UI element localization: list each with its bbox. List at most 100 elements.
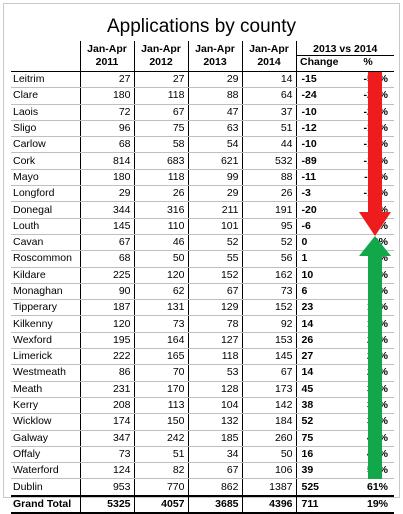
value-2014: 153 [242, 332, 297, 350]
county-name: Wexford [11, 332, 81, 350]
table-row: Westmeath867053671426% [11, 364, 395, 382]
header-period-2013: Jan-Apr [188, 41, 243, 56]
value-2012: 316 [134, 201, 189, 219]
table-row: Roscommon6850555612% [11, 250, 395, 268]
value-2014: 95 [242, 218, 297, 235]
applications-table: Jan-Apr Jan-Apr Jan-Apr Jan-Apr 2013 vs … [11, 41, 395, 514]
value-2012: 164 [134, 332, 189, 350]
value-2013: 47 [188, 104, 243, 121]
table-row: Kerry2081131041423837% [11, 397, 395, 415]
value-2014: 184 [242, 413, 297, 431]
value-2011: 96 [80, 120, 135, 138]
value-2011: 953 [80, 478, 135, 497]
table-row: Offaly735134501647% [11, 446, 395, 464]
grand-total-2013: 3685 [188, 494, 243, 514]
table-frame: Applications by county Jan-Apr Jan-Apr J… [3, 3, 400, 514]
table-row: Wexford1951641271532620% [11, 332, 395, 350]
value-2014: 26 [242, 185, 297, 203]
value-2011: 73 [80, 446, 135, 464]
value-2012: 118 [134, 87, 189, 105]
county-name: Donegal [11, 201, 81, 219]
value-2012: 131 [134, 299, 189, 317]
value-2014: 162 [242, 267, 297, 284]
change-value: 45 [296, 381, 342, 398]
value-2014: 142 [242, 397, 297, 415]
value-2013: 67 [188, 462, 243, 480]
value-2014: 52 [242, 234, 297, 252]
value-2013: 29 [188, 71, 243, 89]
value-2014: 260 [242, 430, 297, 447]
value-2013: 621 [188, 152, 243, 170]
value-2013: 54 [188, 136, 243, 154]
table-row: Kilkenny1207378921418% [11, 315, 395, 333]
value-2011: 90 [80, 283, 135, 301]
value-2012: 51 [134, 446, 189, 464]
header-period-2014: Jan-Apr [242, 41, 297, 56]
value-2013: 118 [188, 348, 243, 366]
value-2013: 129 [188, 299, 243, 317]
header-percent: % [342, 55, 395, 72]
value-2011: 124 [80, 462, 135, 480]
value-2011: 29 [80, 185, 135, 203]
county-name: Cork [11, 152, 81, 170]
value-2013: 29 [188, 185, 243, 203]
change-value: -15 [296, 71, 342, 89]
value-2012: 27 [134, 71, 189, 89]
table-row: Tipperary1871311291522318% [11, 299, 395, 317]
value-2014: 106 [242, 462, 297, 480]
value-2012: 70 [134, 364, 189, 382]
value-2013: 152 [188, 267, 243, 284]
value-2011: 68 [80, 250, 135, 268]
change-value: 1 [296, 250, 342, 268]
value-2011: 68 [80, 136, 135, 154]
value-2013: 99 [188, 169, 243, 187]
county-name: Leitrim [11, 71, 81, 89]
value-2012: 26 [134, 185, 189, 203]
value-2012: 242 [134, 430, 189, 447]
county-name: Sligo [11, 120, 81, 138]
value-2011: 180 [80, 87, 135, 105]
table-row: Limerick2221651181452723% [11, 348, 395, 366]
value-2014: 173 [242, 381, 297, 398]
header-period-2011: Jan-Apr [80, 41, 135, 56]
change-value: -11 [296, 169, 342, 187]
county-name: Monaghan [11, 283, 81, 301]
value-2014: 73 [242, 283, 297, 301]
change-value: 23 [296, 299, 342, 317]
change-value: 525 [296, 478, 342, 497]
county-name: Roscommon [11, 250, 81, 268]
value-2012: 165 [134, 348, 189, 366]
county-name: Dublin [11, 478, 81, 497]
value-2014: 56 [242, 250, 297, 268]
county-name: Mayo [11, 169, 81, 187]
change-value: 38 [296, 397, 342, 415]
county-name: Longford [11, 185, 81, 203]
value-2013: 88 [188, 87, 243, 105]
header-year-2014: 2014 [242, 55, 297, 72]
value-2011: 86 [80, 364, 135, 382]
value-2014: 532 [242, 152, 297, 170]
value-2011: 347 [80, 430, 135, 447]
table-row: Kildare225120152162107% [11, 267, 395, 284]
value-2011: 231 [80, 381, 135, 398]
value-2014: 88 [242, 169, 297, 187]
value-2011: 344 [80, 201, 135, 219]
county-name: Kildare [11, 267, 81, 284]
value-2011: 145 [80, 218, 135, 235]
value-2013: 78 [188, 315, 243, 333]
value-2013: 53 [188, 364, 243, 382]
change-value: 16 [296, 446, 342, 464]
grand-total-row: Grand Total 5325 4057 3685 4396 711 19% [11, 494, 395, 514]
change-value: 52 [296, 413, 342, 431]
grand-total-2012: 4057 [134, 494, 189, 514]
decrease-arrow-icon [359, 72, 391, 236]
value-2011: 120 [80, 315, 135, 333]
value-2013: 67 [188, 283, 243, 301]
grand-total-2011: 5325 [80, 494, 135, 514]
